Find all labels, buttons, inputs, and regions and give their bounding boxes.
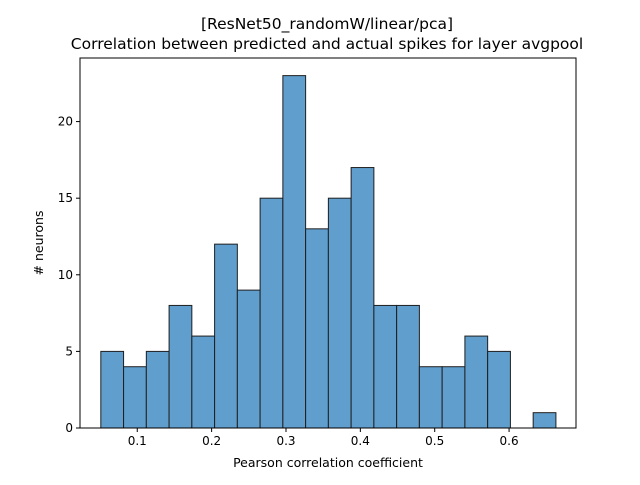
y-tick-label: 20	[58, 115, 73, 129]
histogram-bar	[305, 228, 329, 429]
histogram-bar	[350, 167, 375, 429]
x-tick-label: 0.3	[276, 434, 295, 448]
chart-title-line1: [ResNet50_randomW/linear/pca]	[201, 15, 453, 34]
x-tick-label: 0.4	[351, 434, 370, 448]
histogram-bar	[532, 412, 557, 429]
chart-title-line2: Correlation between predicted and actual…	[71, 35, 583, 53]
histogram-bar	[214, 243, 238, 429]
y-tick-label: 0	[65, 421, 73, 435]
histogram-bar	[145, 350, 170, 429]
histogram-bar	[123, 366, 147, 429]
histogram-bar	[373, 304, 398, 429]
histogram-bar	[100, 350, 125, 429]
histogram-bar	[396, 304, 420, 429]
histogram-bar	[441, 366, 466, 429]
plot-area-frame	[79, 57, 577, 429]
y-tick-label: 15	[58, 191, 73, 205]
y-tick-label: 10	[58, 268, 73, 282]
histogram-bar	[191, 335, 216, 429]
y-axis-label: # neurons	[31, 211, 46, 276]
x-axis-label: Pearson correlation coefficient	[233, 455, 423, 470]
y-axis-ticks: 0 5 10 15 20	[58, 115, 80, 435]
histogram-bar	[418, 366, 443, 429]
histogram-bar	[236, 289, 261, 429]
histogram-bar	[259, 197, 284, 429]
histogram-bar	[464, 335, 489, 429]
histogram-bar	[487, 350, 511, 429]
x-tick-label: 0.6	[500, 434, 519, 448]
x-tick-label: 0.2	[202, 434, 221, 448]
x-axis-ticks: 0.1 0.2 0.3 0.4 0.5 0.6	[128, 428, 519, 448]
histogram-bar	[327, 197, 352, 429]
histogram-bar	[168, 304, 193, 429]
x-tick-label: 0.5	[425, 434, 444, 448]
y-tick-label: 5	[65, 344, 73, 358]
x-tick-label: 0.1	[128, 434, 147, 448]
histogram-bar	[282, 75, 307, 429]
